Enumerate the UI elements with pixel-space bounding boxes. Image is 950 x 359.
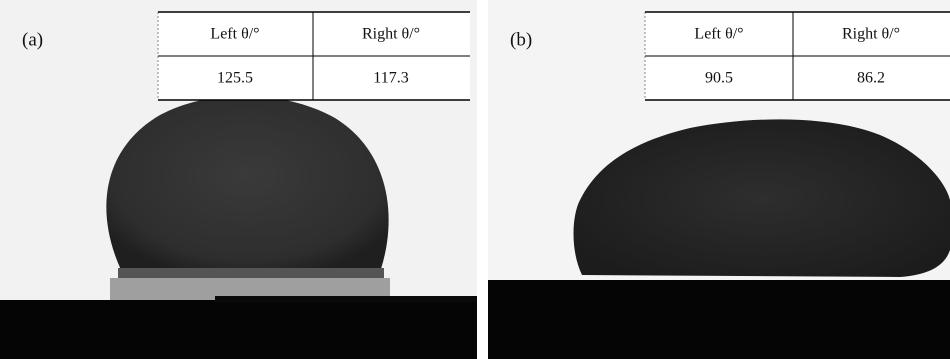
table-header: Right θ/° xyxy=(842,26,900,43)
figure: (a) Left θ/° Right θ/° 125.5 117.3 (b) L… xyxy=(0,0,950,359)
table-cell: 86.2 xyxy=(857,70,885,87)
panel-b: (b) Left θ/° Right θ/° 90.5 86.2 xyxy=(488,0,950,359)
table-cell: 90.5 xyxy=(705,70,733,87)
substrate xyxy=(0,300,477,359)
panel-label: (a) xyxy=(22,29,43,50)
panel-a: (a) Left θ/° Right θ/° 125.5 117.3 xyxy=(0,0,477,359)
contact-line xyxy=(118,268,384,278)
table-header: Left θ/° xyxy=(694,26,743,43)
table-cell: 125.5 xyxy=(217,70,253,87)
table-header: Left θ/° xyxy=(210,26,259,43)
page: {"panels": [ {"label": "(a)", "table": {… xyxy=(0,0,950,359)
table-header: Right θ/° xyxy=(362,26,420,43)
substrate-edge xyxy=(215,296,477,302)
panel-label: (b) xyxy=(510,29,532,50)
substrate xyxy=(488,280,950,359)
table-cell: 117.3 xyxy=(373,70,408,87)
